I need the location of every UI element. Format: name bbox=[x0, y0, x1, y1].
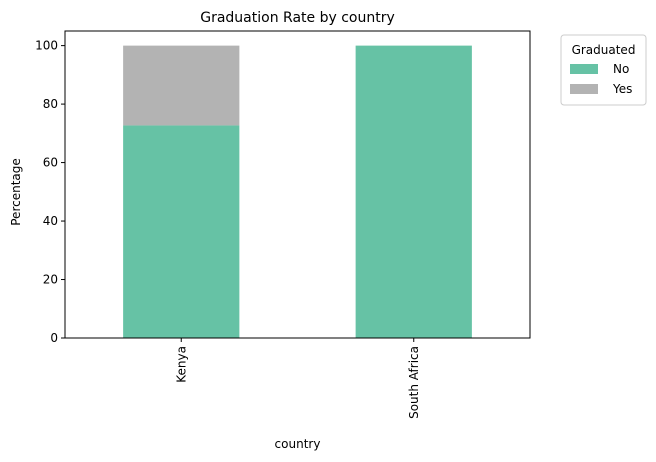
legend-label-no: No bbox=[613, 62, 629, 76]
legend-title: Graduated bbox=[572, 43, 636, 57]
y-tick-label: 80 bbox=[43, 97, 58, 111]
bar-no-kenya bbox=[123, 125, 240, 338]
legend-swatch-yes bbox=[570, 84, 598, 94]
y-tick-label: 0 bbox=[50, 331, 58, 345]
legend-swatch-no bbox=[570, 64, 598, 74]
x-tick-label: South Africa bbox=[407, 346, 421, 419]
legend: Graduated No Yes bbox=[560, 34, 647, 106]
y-tick-label: 40 bbox=[43, 214, 58, 228]
plot-frame bbox=[64, 30, 531, 339]
legend-label-yes: Yes bbox=[612, 82, 632, 96]
chart-title: Graduation Rate by country bbox=[200, 10, 395, 26]
y-tick-label: 20 bbox=[43, 273, 58, 287]
x-axis-label: country bbox=[275, 437, 321, 451]
y-tick-label: 60 bbox=[43, 156, 58, 170]
plot-area: 0 20 40 60 80 100 Kenya South Africa bbox=[35, 30, 531, 419]
bar-no-south-africa bbox=[355, 45, 472, 338]
y-axis-label: Percentage bbox=[9, 158, 23, 226]
x-tick-label: Kenya bbox=[174, 346, 188, 383]
y-tick-label: 100 bbox=[35, 39, 58, 53]
bar-yes-kenya bbox=[123, 45, 240, 126]
